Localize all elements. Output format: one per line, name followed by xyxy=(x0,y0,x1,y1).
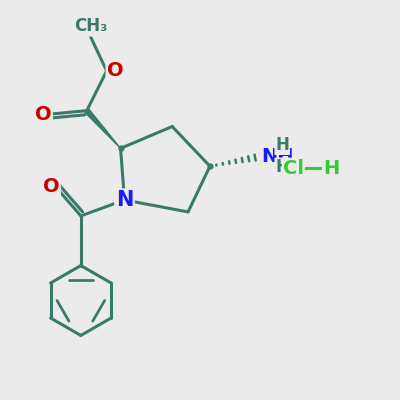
Text: Cl: Cl xyxy=(283,159,304,178)
Text: O: O xyxy=(35,105,52,124)
Text: CH₃: CH₃ xyxy=(74,17,108,35)
Text: H: H xyxy=(275,158,289,176)
Text: H: H xyxy=(323,159,339,178)
Text: O: O xyxy=(107,62,124,80)
Text: N: N xyxy=(116,190,133,210)
Polygon shape xyxy=(85,109,120,148)
Text: H: H xyxy=(275,136,289,154)
Text: O: O xyxy=(43,176,59,196)
Text: NH: NH xyxy=(262,147,294,166)
